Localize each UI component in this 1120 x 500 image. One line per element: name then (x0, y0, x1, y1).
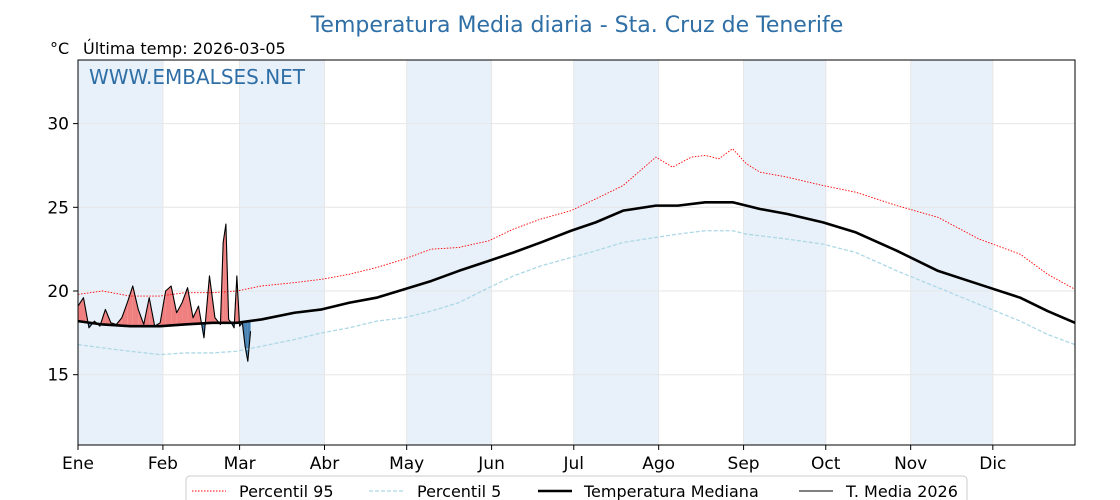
watermark: WWW.EMBALSES.NET (89, 65, 306, 89)
above-median-fill (193, 306, 199, 324)
x-tick-label: Abr (310, 454, 339, 474)
x-tick-label: Feb (148, 454, 178, 474)
line-percentil-5 (77, 230, 1076, 356)
series-lines (77, 148, 1076, 362)
above-median-fill (165, 285, 172, 326)
legend-label-median: Temperatura Mediana (583, 482, 759, 500)
month-bands (78, 60, 993, 445)
legend-box (185, 475, 968, 500)
month-band (406, 60, 492, 445)
month-band (743, 60, 826, 445)
last-temp-label: Última temp: 2026-03-05 (83, 39, 286, 58)
x-tick-label: Sep (728, 454, 760, 474)
month-band (573, 60, 659, 445)
x-axis: Ene Feb Mar Abr May Jun Jul Ago Sep Oct Nov Dic (62, 445, 1006, 474)
x-tick-label: Jul (563, 454, 585, 474)
y-tick-label: 15 (47, 366, 69, 386)
chart-title: Temperatura Media diaria - Sta. Cruz de … (310, 13, 844, 38)
x-tick-label: Ene (62, 454, 94, 474)
x-tick-label: Oct (811, 454, 841, 474)
y-axis: 15 20 25 30 (47, 115, 78, 386)
above-median-fill (78, 297, 84, 322)
x-tick-label: Nov (894, 454, 927, 474)
x-tick-label: Ago (642, 454, 675, 474)
month-band (910, 60, 993, 445)
line-temperatura-mediana (77, 200, 1076, 328)
above-median-fill (176, 302, 183, 326)
above-median-fill (132, 285, 139, 327)
legend: Percentil 95 Percentil 5 Temperatura Med… (185, 475, 968, 500)
month-band (78, 60, 163, 445)
above-median-fill (223, 224, 226, 323)
month-band (239, 60, 325, 445)
y-tick-label: 25 (47, 198, 69, 218)
line-percentil-95 (77, 148, 1076, 297)
below-median-fill (245, 321, 248, 362)
x-tick-label: Jun (477, 454, 505, 474)
legend-label-current: T. Media 2026 (845, 482, 958, 500)
unit-label: °C (50, 39, 69, 58)
above-median-fill (182, 287, 188, 325)
above-median-fill (121, 302, 128, 326)
legend-label-p5: Percentil 5 (417, 482, 501, 500)
y-tick-label: 30 (47, 115, 69, 135)
x-tick-label: Dic (979, 454, 1006, 474)
line-t-media-2026 (77, 223, 252, 362)
plot-frame (77, 59, 1076, 446)
legend-label-p95: Percentil 95 (239, 482, 334, 500)
above-median-fill (171, 285, 177, 326)
y-tick-label: 20 (47, 282, 69, 302)
x-tick-label: May (389, 454, 424, 474)
x-tick-label: Mar (224, 454, 256, 474)
